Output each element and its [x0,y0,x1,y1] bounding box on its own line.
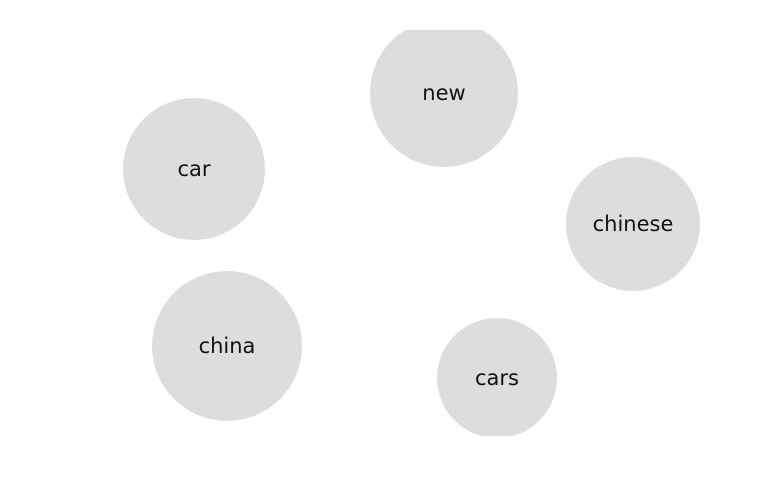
bubble-chinese-circle [566,157,700,291]
bubble-car-circle [123,98,265,240]
bubble-group: new car chinese china cars [123,19,700,438]
bubble-chinese[interactable]: chinese [566,157,700,291]
bubble-china-circle [152,271,302,421]
bubble-cars[interactable]: cars [437,318,557,438]
bubble-new-circle [370,30,518,167]
bubble-china-label: china [199,334,256,358]
bubble-china[interactable]: china [152,271,302,421]
bubble-cars-label: cars [475,366,519,390]
bubble-new[interactable]: new [370,19,518,167]
bubble-chinese-label: chinese [593,212,674,236]
bubble-car[interactable]: car [123,98,265,240]
bubble-car-label: car [177,157,210,181]
bubble-cars-circle [437,318,557,436]
bubble-new-label: new [422,81,465,105]
